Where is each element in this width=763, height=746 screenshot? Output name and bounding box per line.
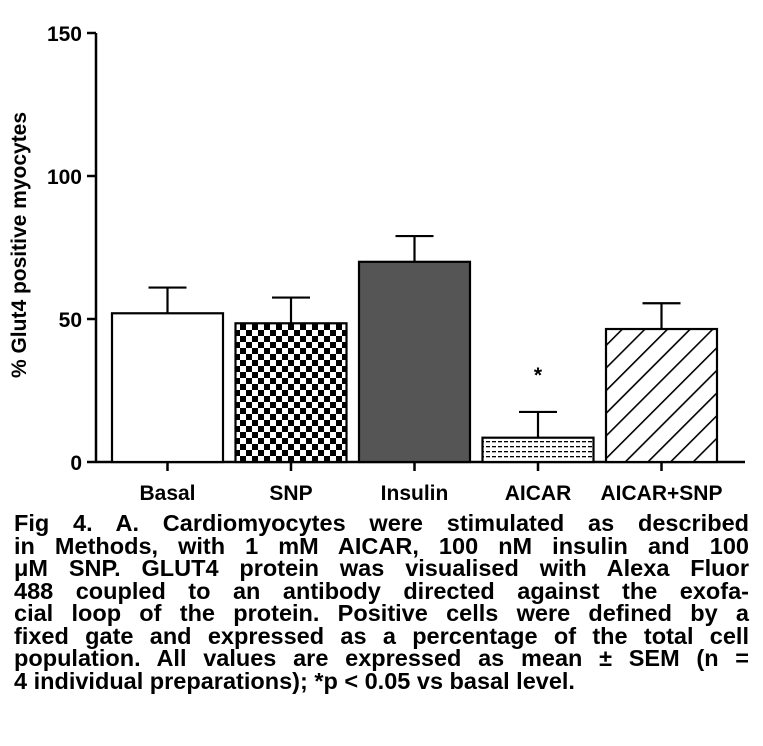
- x-tick-label: Basal: [139, 482, 195, 505]
- y-axis-label: % Glut4 positive myocytes: [8, 112, 31, 378]
- caption-line: fixed gate and expressed as a percentage…: [14, 622, 749, 649]
- bar-aicar: [481, 436, 595, 464]
- chart-labels: 0 50 100 150 Basal SNP Insulin AICAR AICAR+SNP *: [47, 23, 723, 505]
- significance-marker: *: [534, 364, 543, 387]
- y-tick-label: 150: [47, 23, 82, 46]
- caption-line: μM SNP. GLUT4 protein was visualised wit…: [14, 555, 749, 581]
- bar-aicar-snp: [604, 327, 719, 464]
- caption-line: 4 individual preparations); *p < 0.05 vs…: [14, 667, 575, 694]
- caption-line: Fig 4. A. Cardiomyocytes were stimulated…: [14, 510, 749, 536]
- caption-line: in Methods, with 1 mM AICAR, 100 nM insu…: [14, 532, 749, 559]
- caption-line: cial loop of the protein. Positive cells…: [14, 600, 749, 626]
- x-tick-label: AICAR+SNP: [601, 482, 723, 505]
- y-tick-label: 0: [70, 452, 82, 475]
- y-tick-label: 100: [47, 166, 82, 189]
- caption-line: population. All values are expressed as …: [14, 645, 749, 671]
- bar-basal: [110, 312, 225, 464]
- x-tick-label: SNP: [269, 482, 312, 505]
- caption-line: 488 coupled to an antibody directed agai…: [14, 577, 749, 604]
- x-tick-label: Insulin: [381, 482, 449, 505]
- chart-bars: [110, 234, 719, 464]
- x-tick-label: AICAR: [505, 482, 572, 505]
- y-tick-label: 50: [59, 309, 82, 332]
- bar-snp: [234, 322, 348, 464]
- bar-insulin: [357, 260, 472, 464]
- figure-caption: Fig 4. A. Cardiomyocytes were stimulated…: [14, 512, 749, 692]
